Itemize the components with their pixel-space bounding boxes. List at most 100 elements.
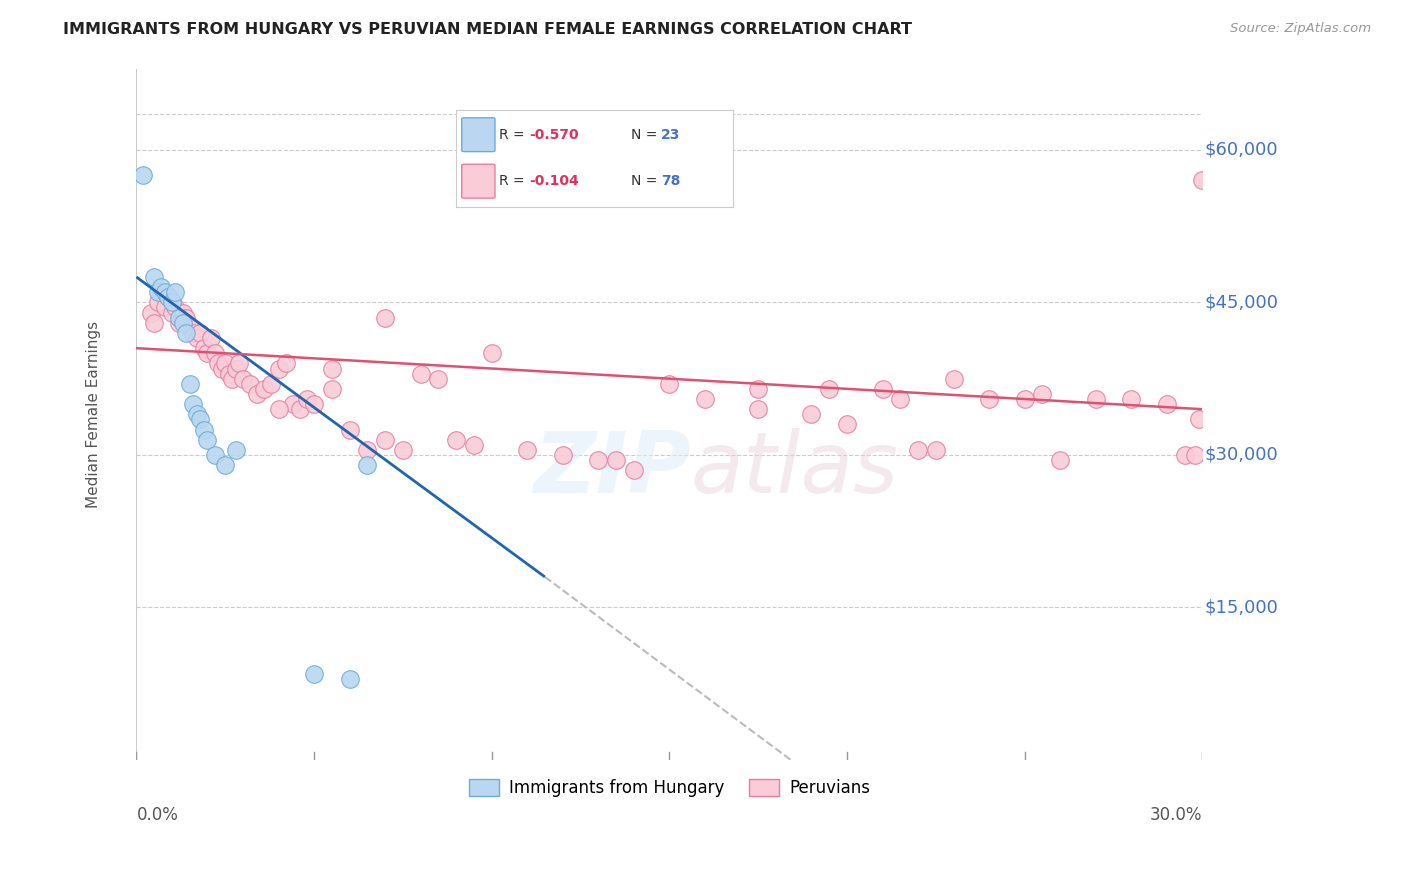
Point [481,346,503,360]
Text: $60,000: $60,000 [1205,141,1278,159]
Point [588,453,610,467]
Point [211,361,233,376]
Point [427,372,450,386]
Text: 0.0%: 0.0% [136,805,179,824]
Point [146,285,169,300]
Point [374,310,396,325]
Point [356,442,378,457]
Point [1188,412,1211,426]
Point [143,316,166,330]
Point [186,331,208,345]
Point [150,285,173,300]
Point [165,301,187,315]
Point [321,382,343,396]
Point [225,442,247,457]
Point [193,423,215,437]
Point [153,285,176,300]
Point [658,376,681,391]
Point [605,453,627,467]
Text: ZIP: ZIP [533,428,690,511]
Point [157,290,180,304]
Point [153,301,176,315]
Point [872,382,894,396]
Point [444,433,467,447]
Point [302,666,325,681]
Point [179,321,201,335]
Text: atlas: atlas [690,428,898,511]
Point [267,361,290,376]
Point [302,397,325,411]
Point [1014,392,1036,406]
Legend: Immigrants from Hungary, Peruvians: Immigrants from Hungary, Peruvians [463,772,877,804]
Point [165,285,187,300]
Point [143,270,166,285]
Point [157,290,180,304]
Point [188,412,211,426]
Point [207,356,229,370]
Point [181,326,204,340]
Point [1156,397,1178,411]
Point [321,361,343,376]
Point [1191,173,1213,187]
Point [925,442,948,457]
Point [204,346,226,360]
Point [835,417,858,432]
Point [260,376,283,391]
Point [167,310,190,325]
Point [160,295,183,310]
Point [288,402,311,417]
Point [942,372,965,386]
Point [747,382,769,396]
Text: 30.0%: 30.0% [1150,805,1202,824]
Point [551,448,574,462]
Point [221,372,243,386]
Point [132,169,155,183]
Point [295,392,318,406]
Point [693,392,716,406]
Point [204,448,226,462]
Point [1031,387,1053,401]
Point [267,402,290,417]
Point [186,407,208,421]
Point [139,305,162,319]
Point [907,442,929,457]
Point [747,402,769,417]
Text: Median Female Earnings: Median Female Earnings [86,321,101,508]
Point [172,305,194,319]
Point [463,438,485,452]
Point [623,463,645,477]
Point [181,397,204,411]
Point [339,672,361,686]
Point [516,442,538,457]
Point [174,310,197,325]
Text: $15,000: $15,000 [1205,599,1278,616]
Point [232,372,254,386]
Point [374,433,396,447]
Point [392,442,415,457]
Point [188,326,211,340]
Point [150,280,173,294]
Point [1174,448,1197,462]
Point [228,356,250,370]
Text: IMMIGRANTS FROM HUNGARY VS PERUVIAN MEDIAN FEMALE EARNINGS CORRELATION CHART: IMMIGRANTS FROM HUNGARY VS PERUVIAN MEDI… [63,22,912,37]
Point [1184,448,1206,462]
Point [146,295,169,310]
Point [800,407,823,421]
Point [246,387,269,401]
Text: Source: ZipAtlas.com: Source: ZipAtlas.com [1230,22,1371,36]
Point [239,376,262,391]
Point [1084,392,1107,406]
Point [218,367,240,381]
Point [409,367,432,381]
Point [179,376,201,391]
Point [225,361,247,376]
Point [339,423,361,437]
Point [197,433,219,447]
Point [200,331,222,345]
Point [214,356,236,370]
Point [174,326,197,340]
Point [356,458,378,472]
Point [979,392,1001,406]
Text: $45,000: $45,000 [1205,293,1278,311]
Point [167,316,190,330]
